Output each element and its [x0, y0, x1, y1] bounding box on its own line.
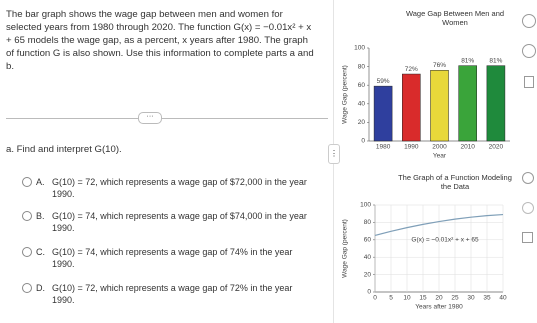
option-letter: D.: [36, 283, 45, 293]
y-tick-label: 0: [361, 138, 365, 145]
x-tick-label: 2000: [432, 144, 447, 151]
tool-icon[interactable]: [524, 76, 534, 88]
y-tick-label: 100: [354, 45, 365, 52]
x-tick-label: 30: [467, 295, 475, 302]
data-label: 81%: [461, 57, 474, 64]
y-axis-label: Wage Gap (percent): [342, 219, 349, 278]
bar: [458, 65, 477, 142]
x-tick-label: 0: [373, 295, 377, 302]
bar: [486, 65, 506, 142]
radio: [22, 283, 32, 293]
y-tick-label: 100: [360, 202, 371, 209]
y-tick-label: 20: [364, 271, 372, 278]
x-tick-label: 20: [435, 295, 443, 302]
option[interactable]: B. G(10) = 74, which represents a wage ga…: [22, 210, 312, 234]
x-tick-label: 2010: [460, 144, 475, 151]
y-tick-label: 80: [364, 219, 372, 226]
x-tick-label: 1990: [404, 144, 419, 151]
intro-text: The bar graph shows the wage gap between…: [6, 9, 314, 72]
y-axis-label: Wage Gap (percent): [342, 65, 349, 124]
y-tick-label: 60: [358, 82, 366, 89]
bar: [373, 85, 393, 142]
y-tick-label: 80: [358, 63, 366, 70]
y-tick-label: 40: [364, 254, 372, 261]
data-label: 59%: [377, 78, 390, 85]
function-label: G(x) = −0.01x² + x + 65: [411, 237, 479, 244]
y-tick-label: 60: [364, 237, 372, 244]
option-text: G(10) = 74, which represents a wage gap …: [52, 211, 307, 233]
tool-icon[interactable]: [522, 44, 536, 58]
x-tick-label: 1980: [376, 144, 391, 151]
radio: [22, 211, 32, 221]
option[interactable]: A. G(10) = 72, which represents a wage ga…: [22, 176, 312, 200]
zoom-icon[interactable]: [522, 172, 534, 184]
x-axis-label: Years after 1980: [415, 304, 463, 311]
part-label: a. Find and interpret G(10).: [6, 144, 122, 155]
x-tick-label: 2020: [489, 144, 504, 151]
popout-icon[interactable]: [522, 232, 533, 243]
bar-chart-title: Wage Gap Between Men and Women: [405, 9, 505, 27]
option-letter: A.: [36, 177, 45, 187]
resize-handle[interactable]: ⋮: [328, 144, 340, 164]
option-text: G(10) = 74, which represents a wage gap …: [52, 247, 293, 269]
divider: [6, 118, 328, 119]
zoom-icon[interactable]: [522, 202, 534, 214]
option-text: G(10) = 72, which represents a wage gap …: [52, 283, 293, 305]
bar: [430, 70, 449, 142]
option-letter: B.: [36, 211, 45, 221]
option[interactable]: C. G(10) = 74, which represents a wage ga…: [22, 246, 312, 270]
x-tick-label: 40: [499, 295, 507, 302]
data-label: 72%: [405, 66, 418, 73]
data-label: 76%: [433, 62, 446, 69]
x-axis-label: Year: [433, 153, 447, 160]
y-tick-label: 0: [367, 289, 371, 296]
radio: [22, 247, 32, 257]
bar: [402, 73, 421, 142]
x-tick-label: 25: [451, 295, 459, 302]
expand-button[interactable]: ···: [138, 112, 162, 124]
x-tick-label: 35: [483, 295, 491, 302]
function-curve: [374, 213, 504, 237]
function-chart-title: The Graph of a Function Modeling the Dat…: [398, 173, 512, 191]
y-tick-label: 20: [358, 119, 366, 126]
option-letter: C.: [36, 247, 45, 257]
y-tick-label: 40: [358, 101, 366, 108]
option[interactable]: D. G(10) = 72, which represents a wage ga…: [22, 282, 312, 306]
x-tick-label: 10: [403, 295, 411, 302]
tool-icon[interactable]: [522, 14, 536, 28]
x-tick-label: 15: [419, 295, 427, 302]
option-text: G(10) = 72, which represents a wage gap …: [52, 177, 307, 199]
radio: [22, 177, 32, 187]
data-label: 81%: [489, 57, 502, 64]
x-tick-label: 5: [389, 295, 393, 302]
